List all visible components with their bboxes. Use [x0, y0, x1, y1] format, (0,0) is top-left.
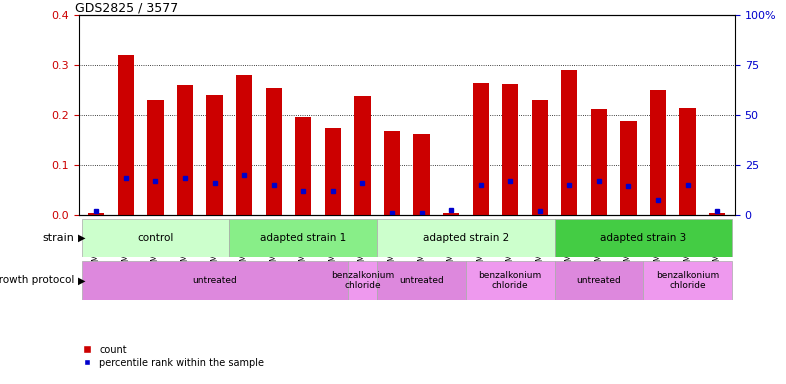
Bar — [555, 261, 643, 300]
Bar — [325, 127, 341, 215]
Text: benzalkonium
chloride: benzalkonium chloride — [479, 271, 542, 290]
Bar — [207, 95, 222, 215]
Bar — [82, 219, 230, 257]
Bar — [643, 261, 732, 300]
Bar — [591, 109, 607, 215]
Text: strain: strain — [42, 233, 75, 243]
Bar — [354, 96, 370, 215]
Bar — [413, 134, 430, 215]
Bar — [347, 261, 377, 300]
Bar — [236, 75, 252, 215]
Text: untreated: untreated — [193, 276, 237, 285]
Bar — [679, 108, 696, 215]
Bar — [377, 219, 555, 257]
Bar — [502, 84, 518, 215]
Bar — [443, 212, 459, 215]
Text: growth protocol: growth protocol — [0, 275, 75, 285]
Bar — [230, 219, 377, 257]
Bar — [555, 219, 732, 257]
Text: ▶: ▶ — [78, 233, 86, 243]
Legend: count, percentile rank within the sample: count, percentile rank within the sample — [83, 345, 264, 367]
Bar — [561, 70, 578, 215]
Bar — [620, 121, 637, 215]
Bar — [118, 55, 134, 215]
Bar — [377, 261, 466, 300]
Text: control: control — [138, 233, 174, 243]
Bar — [709, 212, 725, 215]
Bar — [82, 261, 347, 300]
Bar — [384, 131, 400, 215]
Text: benzalkonium
chloride: benzalkonium chloride — [656, 271, 719, 290]
Bar — [266, 88, 282, 215]
Text: untreated: untreated — [577, 276, 621, 285]
Bar — [531, 100, 548, 215]
Bar — [650, 90, 667, 215]
Text: adapted strain 1: adapted strain 1 — [260, 233, 347, 243]
Text: GDS2825 / 3577: GDS2825 / 3577 — [75, 1, 178, 14]
Bar — [296, 117, 311, 215]
Bar — [472, 83, 489, 215]
Bar — [177, 85, 193, 215]
Text: ▶: ▶ — [78, 275, 86, 285]
Bar — [466, 261, 555, 300]
Text: adapted strain 2: adapted strain 2 — [423, 233, 509, 243]
Bar — [88, 212, 105, 215]
Text: benzalkonium
chloride: benzalkonium chloride — [331, 271, 394, 290]
Bar — [147, 100, 163, 215]
Text: adapted strain 3: adapted strain 3 — [601, 233, 686, 243]
Text: untreated: untreated — [399, 276, 444, 285]
